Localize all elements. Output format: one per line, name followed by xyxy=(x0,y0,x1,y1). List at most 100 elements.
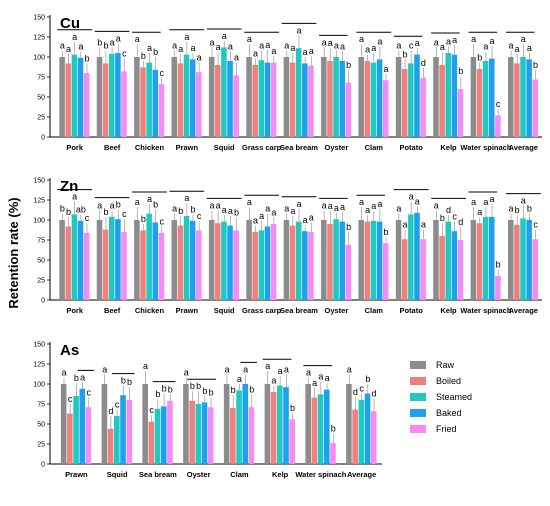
bar xyxy=(227,61,233,137)
bar xyxy=(71,54,78,137)
significance-letter: a xyxy=(521,196,526,206)
bar xyxy=(134,57,140,137)
bar xyxy=(321,57,327,137)
bar xyxy=(520,57,526,137)
significance-letter: b xyxy=(190,204,195,214)
bar xyxy=(283,387,289,464)
significance-letter: b xyxy=(365,374,370,384)
category-group: a dc b b Squid xyxy=(101,364,135,479)
significance-letter: a xyxy=(340,202,345,212)
significance-letter: a xyxy=(259,211,264,221)
legend-label: Boiled xyxy=(436,376,461,386)
significance-letter: ab xyxy=(76,204,86,214)
significance-letter: b xyxy=(346,60,351,70)
significance-letter: a xyxy=(328,38,333,48)
significance-letter: a xyxy=(197,53,202,63)
significance-letter: a xyxy=(384,64,389,74)
bar xyxy=(77,57,84,137)
bar xyxy=(488,216,495,300)
bar xyxy=(158,84,165,137)
x-tick-label: Water spinach xyxy=(295,470,346,479)
significance-letter: a xyxy=(325,373,330,383)
bar xyxy=(358,400,365,464)
bar xyxy=(121,71,127,137)
significance-letter: a xyxy=(228,206,233,216)
bar xyxy=(514,63,520,137)
significance-letter: a xyxy=(434,37,439,47)
significance-letter: b xyxy=(496,260,501,270)
bar xyxy=(65,226,72,300)
bar xyxy=(376,59,383,137)
significance-letter: b xyxy=(331,424,336,434)
significance-letter: a xyxy=(209,200,214,210)
significance-letter: a xyxy=(490,36,495,46)
y-tick-label: 0 xyxy=(41,462,45,469)
legend-swatch xyxy=(410,361,426,369)
significance-letter: b xyxy=(202,386,207,396)
significance-letter: a xyxy=(296,199,301,209)
significance-letter: a xyxy=(184,193,189,203)
bar xyxy=(107,428,114,464)
bar xyxy=(270,62,277,137)
bar xyxy=(358,57,364,137)
bar xyxy=(420,239,426,300)
significance-letter: b xyxy=(231,385,236,395)
bar xyxy=(109,216,115,300)
bar xyxy=(339,61,345,137)
bar xyxy=(154,408,161,464)
bar xyxy=(327,61,333,137)
bar xyxy=(160,406,167,464)
significance-letter: b xyxy=(60,204,65,214)
significance-letter: a xyxy=(396,204,401,214)
y-tick-label: 125 xyxy=(33,35,45,42)
significance-letter: a xyxy=(284,364,289,374)
bar xyxy=(158,232,165,300)
significance-letter: d xyxy=(353,387,358,397)
legend-item: Boiled xyxy=(410,376,461,386)
significance-letter: c xyxy=(115,400,120,410)
bar xyxy=(308,232,314,300)
significance-letter: d xyxy=(458,217,463,227)
bar xyxy=(230,408,236,464)
significance-letter: a xyxy=(490,194,495,204)
significance-letter: c xyxy=(359,384,364,394)
significance-letter: a xyxy=(172,204,177,214)
significance-letter: a xyxy=(222,205,227,215)
significance-letter: a xyxy=(290,43,295,53)
bar xyxy=(289,62,296,137)
bar xyxy=(264,226,271,300)
significance-letter: b xyxy=(103,41,108,51)
significance-letter: a xyxy=(515,44,520,54)
x-tick-label: Prawn xyxy=(176,306,199,315)
bar xyxy=(252,65,258,137)
x-tick-label: Average xyxy=(509,143,538,152)
bar xyxy=(183,54,190,137)
legend-swatch xyxy=(410,393,426,401)
bar xyxy=(495,115,501,137)
bar xyxy=(370,411,377,464)
bar xyxy=(223,384,230,464)
significance-letter: a xyxy=(409,192,414,202)
significance-letter: a xyxy=(61,368,66,378)
significance-letter: a xyxy=(440,42,445,52)
x-tick-label: Oyster xyxy=(325,143,349,152)
bar xyxy=(414,212,420,300)
bar xyxy=(215,65,221,137)
significance-letter: b xyxy=(153,47,158,57)
significance-letter: a xyxy=(80,372,85,382)
bar xyxy=(305,384,311,464)
x-tick-label: Kelp xyxy=(440,143,457,152)
x-tick-label: Potato xyxy=(399,143,423,152)
significance-letter: b xyxy=(178,206,183,216)
y-tick-label: 150 xyxy=(33,15,45,22)
bar xyxy=(507,220,514,300)
bar xyxy=(470,57,477,137)
x-tick-label: Water spinach xyxy=(460,143,511,152)
